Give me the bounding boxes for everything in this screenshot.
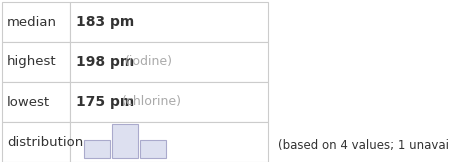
Text: (chlorine): (chlorine) <box>122 96 182 109</box>
Bar <box>2 42 70 82</box>
Text: (based on 4 values; 1 unavailable): (based on 4 values; 1 unavailable) <box>278 139 449 151</box>
Text: 198 pm: 198 pm <box>76 55 134 69</box>
Text: 183 pm: 183 pm <box>76 15 134 29</box>
Text: median: median <box>7 16 57 29</box>
Text: lowest: lowest <box>7 96 50 109</box>
Bar <box>2 82 70 122</box>
Bar <box>2 122 70 162</box>
Bar <box>140 140 166 158</box>
Bar <box>112 124 138 158</box>
Text: (iodine): (iodine) <box>125 56 173 69</box>
Bar <box>70 2 268 42</box>
Text: distribution: distribution <box>7 135 83 149</box>
Bar <box>84 140 110 158</box>
Bar <box>70 82 268 122</box>
Bar <box>70 42 268 82</box>
Bar <box>2 2 70 42</box>
Text: highest: highest <box>7 56 57 69</box>
Text: 175 pm: 175 pm <box>76 95 134 109</box>
Bar <box>70 122 268 162</box>
